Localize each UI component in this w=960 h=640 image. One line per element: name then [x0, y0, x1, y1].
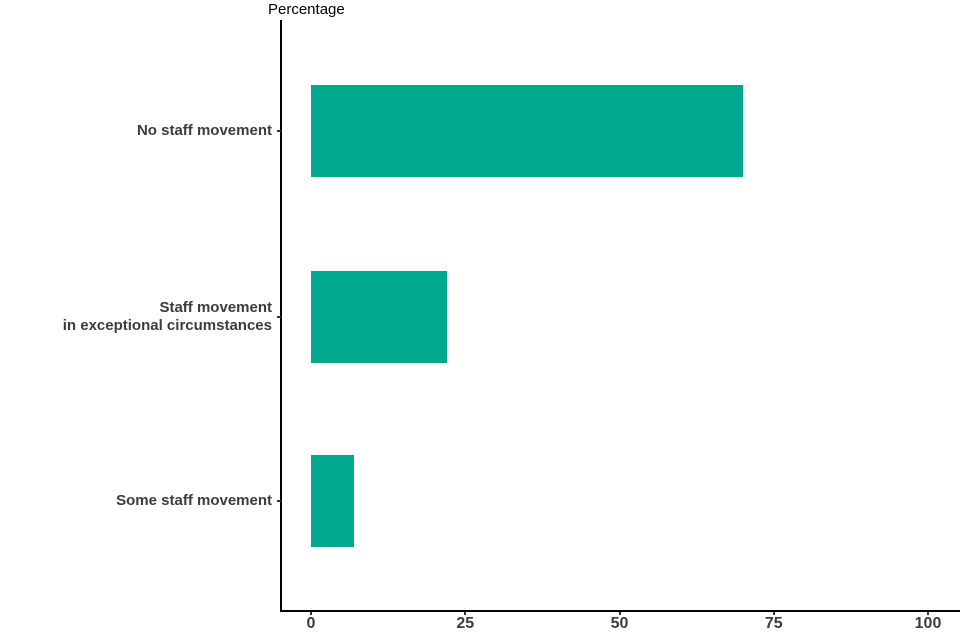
x-tick-mark	[772, 612, 775, 615]
bar	[311, 271, 447, 363]
x-tick-label: 50	[610, 615, 629, 632]
category-label: Staff movement in exceptional circumstan…	[62, 299, 272, 334]
category-label: Some staff movement	[116, 492, 272, 509]
x-tick-label: 25	[456, 615, 475, 632]
x-tick-label: 100	[914, 615, 942, 632]
x-tick-label: 75	[764, 615, 783, 632]
bar	[311, 85, 743, 177]
x-tick-mark	[927, 612, 929, 615]
x-tick-mark	[618, 612, 621, 615]
x-tick-mark	[464, 612, 467, 615]
y-tick-mark	[277, 500, 281, 502]
chart-title: Percentage	[268, 1, 345, 18]
y-axis-line	[280, 20, 282, 612]
x-axis-line	[280, 610, 960, 612]
bar	[311, 455, 354, 547]
category-label: No staff movement	[136, 122, 272, 139]
x-tick-label: 0	[306, 615, 316, 632]
y-tick-mark	[277, 130, 281, 132]
x-tick-mark	[310, 612, 312, 615]
y-tick-mark	[277, 316, 281, 318]
